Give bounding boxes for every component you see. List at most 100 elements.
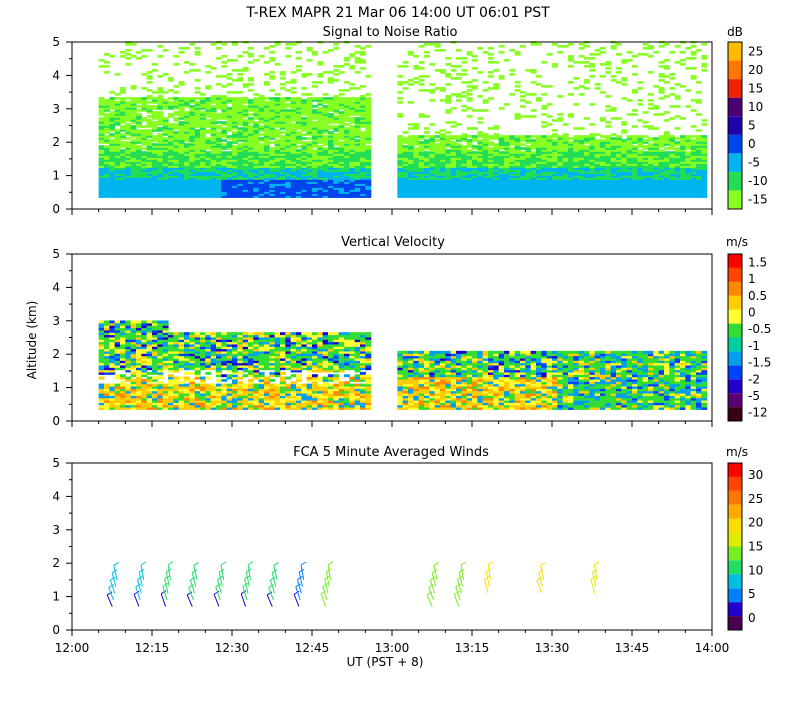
snr-cell [611,107,617,110]
snr-cell [589,57,595,60]
snr-cell [147,115,153,118]
snr-cell [227,59,233,62]
snr-cell [275,139,281,142]
snr-cell [408,101,414,104]
snr-cell [659,87,665,90]
snr-cell [264,61,270,64]
snr-cell [120,51,126,54]
snr-cell [365,145,371,148]
snr-cell [445,73,451,76]
snr-cell [520,115,526,118]
snr-cell [264,81,270,84]
snr-cell [312,97,318,100]
snr-cell [344,81,350,84]
snr-cell [157,111,163,114]
snr-cell [541,85,547,88]
colorbar-label: 5 [748,119,756,133]
snr-cell [579,43,585,46]
snr-cell [637,103,643,106]
figure-title: T-REX MAPR 21 Mar 06 14:00 UT 06:01 PST [245,5,550,21]
snr-cell [429,89,435,92]
snr-cell [141,125,147,128]
snr-cell [312,109,318,112]
snr-cell [115,101,121,104]
snr-cell [621,139,627,142]
snr-cell [552,43,558,46]
snr-cell [451,93,457,96]
snr-cell [584,79,590,82]
snr-cell [328,71,334,74]
snr-cell [461,95,467,98]
snr-cell [328,113,334,116]
snr-cell [605,95,611,98]
snr-cell [691,139,697,142]
snr-cell [424,131,430,134]
snr-cell [237,55,243,58]
snr-cell [99,117,105,120]
snr-cell [317,145,323,148]
snr-cell [147,129,153,132]
snr-cell [568,113,574,116]
snr-cell [600,91,606,94]
snr-cell [627,51,633,54]
snr-cell [205,65,211,68]
snr-cell [419,75,425,78]
snr-cell [488,135,494,138]
snr-cell [451,65,457,68]
snr-cell [296,65,302,68]
snr-units: dB [727,25,743,39]
snr-cell [355,57,361,60]
snr-cell [333,147,339,150]
snr-cell [333,95,339,98]
snr-cell [296,69,302,72]
snr-cell [685,57,691,60]
snr-cell [653,127,659,130]
snr-cell [579,135,585,138]
snr-cell [696,99,702,102]
snr-cell [440,87,446,90]
snr-cell [168,101,174,104]
snr-cell [216,125,222,128]
snr-cell [349,53,355,56]
snr-cell [611,133,617,136]
snr-cell [227,91,233,94]
snr-cell [445,57,451,60]
snr-cell [408,79,414,82]
snr-cell [605,105,611,108]
snr-cell [413,77,419,80]
snr-cell [653,51,659,54]
snr-cell [216,83,222,86]
snr-cell [675,105,681,108]
snr-cell [643,125,649,128]
snr-cell [509,73,515,76]
snr-cell [584,65,590,68]
snr-cell [205,71,211,74]
y-tick-label: 2 [52,135,60,149]
snr-cell [184,71,190,74]
snr-cell [568,43,574,46]
snr-cell [344,123,350,126]
snr-cell [99,97,105,100]
snr-cell [488,147,494,150]
snr-cell [547,135,553,138]
snr-cell [472,145,478,148]
snr-cell [243,51,249,54]
snr-cell [365,75,371,78]
snr-cell [232,69,238,72]
snr-cell [589,133,595,136]
snr-cell [493,143,499,146]
snr-cell [216,113,222,116]
snr-cell [131,55,137,58]
snr-cell [589,123,595,126]
snr-cell [563,133,569,136]
snr-cell [616,67,622,70]
snr-cell [477,71,483,74]
snr-cell [691,99,697,102]
snr-cell [451,121,457,124]
snr-cell [403,87,409,90]
snr-cell [333,69,339,72]
velocity-title: Vertical Velocity [341,235,445,250]
snr-cell [456,65,462,68]
snr-cell [413,55,419,58]
